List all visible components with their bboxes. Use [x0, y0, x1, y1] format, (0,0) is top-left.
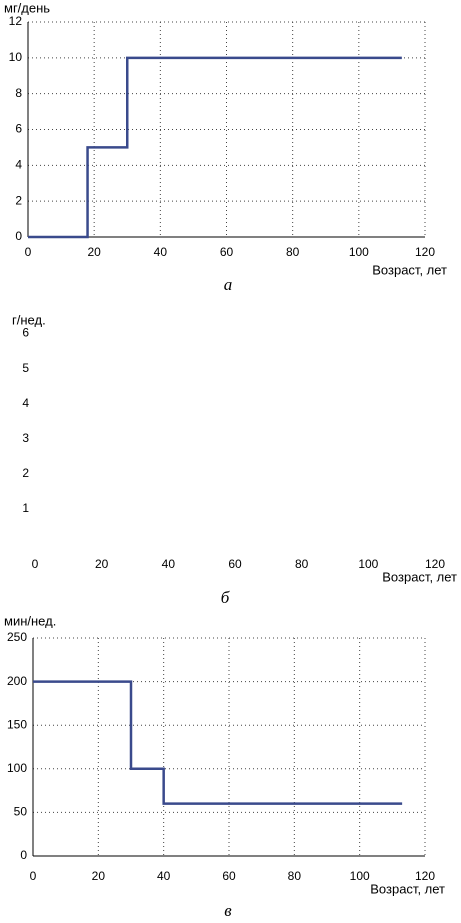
x-tick-label: 0	[25, 245, 32, 259]
x-tick-label: 100	[350, 869, 370, 883]
y-tick-label: 6	[15, 122, 22, 136]
y-tick-label: 2	[22, 466, 29, 480]
data-line	[28, 56, 402, 239]
y-tick-label: 0	[15, 229, 22, 243]
x-tick-label: 120	[415, 245, 435, 259]
y-axis-title: г/нед.	[12, 312, 46, 327]
x-tick-label: 20	[95, 557, 109, 571]
caption: в	[224, 901, 232, 920]
x-tick-label: 0	[32, 557, 39, 571]
x-tick-label: 0	[30, 869, 37, 883]
y-tick-label: 8	[15, 86, 22, 100]
y-tick-label: 4	[15, 158, 22, 172]
y-tick-label: 3	[22, 431, 29, 445]
y-tick-label: 10	[9, 50, 23, 64]
caption: а	[224, 275, 233, 294]
y-tick-label: 50	[14, 805, 28, 819]
x-tick-label: 80	[286, 245, 300, 259]
x-tick-label: 40	[157, 869, 171, 883]
x-axis-title: Возраст, лет	[372, 262, 447, 277]
y-tick-label: 4	[22, 396, 29, 410]
x-tick-label: 20	[87, 245, 101, 259]
x-tick-label: 120	[425, 557, 445, 571]
y-tick-label: 250	[7, 630, 27, 644]
x-tick-label: 40	[162, 557, 176, 571]
y-tick-label: 200	[7, 674, 27, 688]
x-tick-label: 100	[358, 557, 378, 571]
y-tick-label: 6	[22, 326, 29, 340]
caption: б	[221, 588, 230, 607]
x-tick-label: 80	[288, 869, 302, 883]
y-tick-label: 2	[15, 193, 22, 207]
y-tick-label: 5	[22, 361, 29, 375]
y-tick-label: 1	[22, 501, 29, 515]
x-tick-label: 100	[349, 245, 369, 259]
y-tick-label: 12	[9, 14, 23, 28]
data-line	[33, 680, 403, 805]
x-tick-label: 120	[415, 869, 435, 883]
x-axis-title: Возраст, лет	[370, 881, 445, 896]
x-tick-label: 60	[228, 557, 242, 571]
y-axis-title: мг/день	[4, 0, 50, 15]
x-tick-label: 20	[92, 869, 106, 883]
x-tick-label: 40	[154, 245, 168, 259]
x-tick-label: 60	[222, 869, 236, 883]
y-axis-title: мин/нед.	[4, 613, 56, 628]
y-tick-label: 150	[7, 717, 27, 731]
x-axis-title: Возраст, лет	[382, 569, 457, 584]
y-tick-label: 100	[7, 761, 27, 775]
x-tick-label: 80	[295, 557, 309, 571]
x-tick-label: 60	[220, 245, 234, 259]
y-tick-label: 0	[20, 848, 27, 862]
